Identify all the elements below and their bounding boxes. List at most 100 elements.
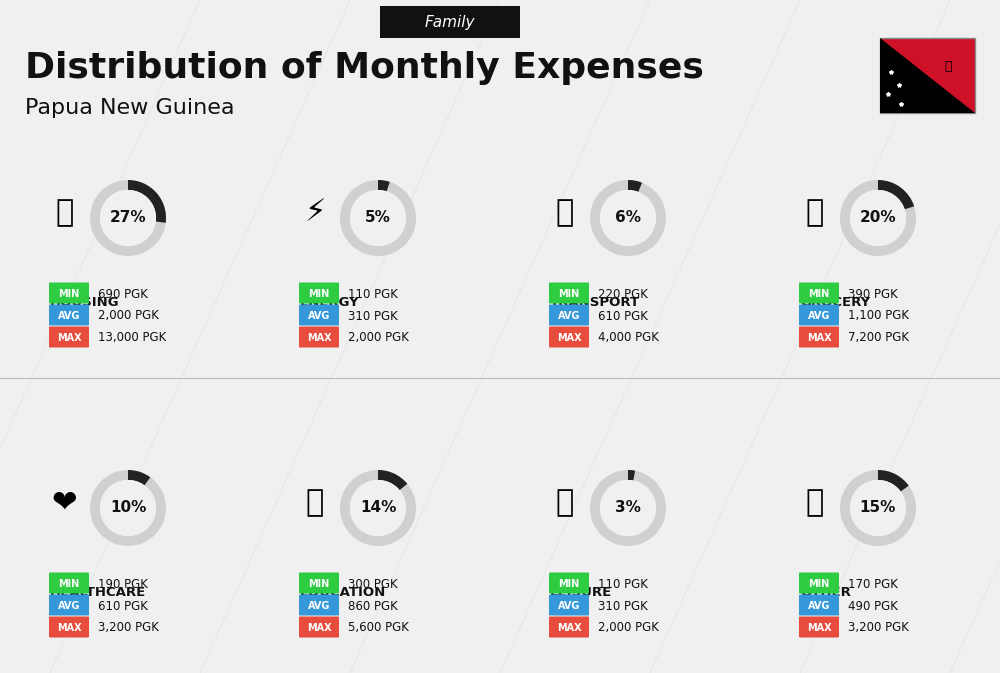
Circle shape	[101, 481, 155, 535]
FancyBboxPatch shape	[49, 573, 89, 594]
Text: 🦅: 🦅	[945, 60, 952, 73]
FancyBboxPatch shape	[799, 594, 839, 616]
Text: 🛍️: 🛍️	[556, 489, 574, 518]
FancyBboxPatch shape	[799, 304, 839, 326]
Circle shape	[351, 190, 405, 246]
Circle shape	[601, 190, 655, 246]
Circle shape	[601, 481, 655, 535]
Circle shape	[101, 481, 155, 535]
Text: ❤️: ❤️	[52, 489, 78, 518]
FancyBboxPatch shape	[549, 304, 589, 326]
Text: 2,000 PGK: 2,000 PGK	[98, 310, 159, 322]
Text: 10%: 10%	[110, 501, 146, 516]
Wedge shape	[628, 180, 642, 192]
Wedge shape	[590, 470, 666, 546]
Text: MAX: MAX	[57, 623, 81, 633]
Text: 3,200 PGK: 3,200 PGK	[848, 621, 909, 635]
FancyBboxPatch shape	[549, 616, 589, 637]
Text: AVG: AVG	[808, 311, 830, 321]
Text: EDUCATION: EDUCATION	[300, 586, 386, 600]
Text: LEISURE: LEISURE	[550, 586, 612, 600]
Wedge shape	[378, 470, 407, 491]
Text: 27%: 27%	[110, 211, 146, 225]
Text: AVG: AVG	[558, 601, 580, 611]
FancyBboxPatch shape	[299, 594, 339, 616]
FancyBboxPatch shape	[380, 6, 520, 38]
Text: 110 PGK: 110 PGK	[598, 577, 648, 590]
Wedge shape	[340, 470, 416, 546]
FancyBboxPatch shape	[549, 326, 589, 347]
Text: 🎓: 🎓	[306, 489, 324, 518]
Circle shape	[851, 481, 905, 535]
FancyBboxPatch shape	[49, 594, 89, 616]
FancyBboxPatch shape	[299, 304, 339, 326]
FancyBboxPatch shape	[299, 616, 339, 637]
Circle shape	[601, 481, 655, 535]
Text: 170 PGK: 170 PGK	[848, 577, 898, 590]
Text: Family: Family	[425, 15, 475, 30]
Text: 🏢: 🏢	[56, 199, 74, 227]
Circle shape	[851, 190, 905, 246]
Circle shape	[351, 190, 405, 246]
Text: 2,000 PGK: 2,000 PGK	[598, 621, 659, 635]
Text: 14%: 14%	[360, 501, 396, 516]
Text: Papua New Guinea: Papua New Guinea	[25, 98, 234, 118]
Wedge shape	[878, 470, 909, 492]
Text: MIN: MIN	[558, 289, 580, 299]
FancyBboxPatch shape	[49, 326, 89, 347]
FancyBboxPatch shape	[299, 326, 339, 347]
FancyBboxPatch shape	[880, 38, 975, 113]
Text: MIN: MIN	[808, 579, 830, 589]
FancyBboxPatch shape	[299, 573, 339, 594]
Text: MAX: MAX	[807, 623, 831, 633]
Wedge shape	[878, 180, 914, 209]
Text: 5,600 PGK: 5,600 PGK	[348, 621, 409, 635]
Text: ⚡: ⚡	[304, 199, 326, 227]
Text: AVG: AVG	[308, 601, 330, 611]
Text: 4,000 PGK: 4,000 PGK	[598, 332, 659, 345]
Wedge shape	[90, 470, 166, 546]
Text: 300 PGK: 300 PGK	[348, 577, 398, 590]
Text: 610 PGK: 610 PGK	[98, 600, 148, 612]
Text: HOUSING: HOUSING	[50, 297, 120, 310]
FancyBboxPatch shape	[49, 616, 89, 637]
Text: MIN: MIN	[58, 579, 80, 589]
Text: 220 PGK: 220 PGK	[598, 287, 648, 301]
Text: MIN: MIN	[558, 579, 580, 589]
Circle shape	[101, 190, 155, 246]
Text: 2,000 PGK: 2,000 PGK	[348, 332, 409, 345]
Wedge shape	[590, 180, 666, 256]
Text: 190 PGK: 190 PGK	[98, 577, 148, 590]
Text: 690 PGK: 690 PGK	[98, 287, 148, 301]
Wedge shape	[628, 470, 635, 481]
FancyBboxPatch shape	[49, 304, 89, 326]
Wedge shape	[840, 180, 916, 256]
Text: AVG: AVG	[308, 311, 330, 321]
Circle shape	[351, 481, 405, 535]
Text: 110 PGK: 110 PGK	[348, 287, 398, 301]
Text: AVG: AVG	[58, 601, 80, 611]
Text: 3%: 3%	[615, 501, 641, 516]
Wedge shape	[840, 470, 916, 546]
Text: MAX: MAX	[57, 333, 81, 343]
Text: ENERGY: ENERGY	[300, 297, 360, 310]
Circle shape	[851, 190, 905, 246]
FancyBboxPatch shape	[799, 616, 839, 637]
Text: 1,100 PGK: 1,100 PGK	[848, 310, 909, 322]
Text: 7,200 PGK: 7,200 PGK	[848, 332, 909, 345]
Text: 15%: 15%	[860, 501, 896, 516]
Text: 310 PGK: 310 PGK	[598, 600, 648, 612]
Wedge shape	[378, 180, 390, 192]
Text: 🛒: 🛒	[806, 199, 824, 227]
Text: 6%: 6%	[615, 211, 641, 225]
Text: MIN: MIN	[808, 289, 830, 299]
FancyBboxPatch shape	[799, 283, 839, 304]
FancyBboxPatch shape	[799, 326, 839, 347]
Text: GROCERY: GROCERY	[800, 297, 870, 310]
Polygon shape	[880, 38, 975, 113]
FancyBboxPatch shape	[799, 573, 839, 594]
Text: TRANSPORT: TRANSPORT	[550, 297, 640, 310]
Text: 💰: 💰	[806, 489, 824, 518]
Circle shape	[101, 190, 155, 246]
Text: MAX: MAX	[557, 333, 581, 343]
